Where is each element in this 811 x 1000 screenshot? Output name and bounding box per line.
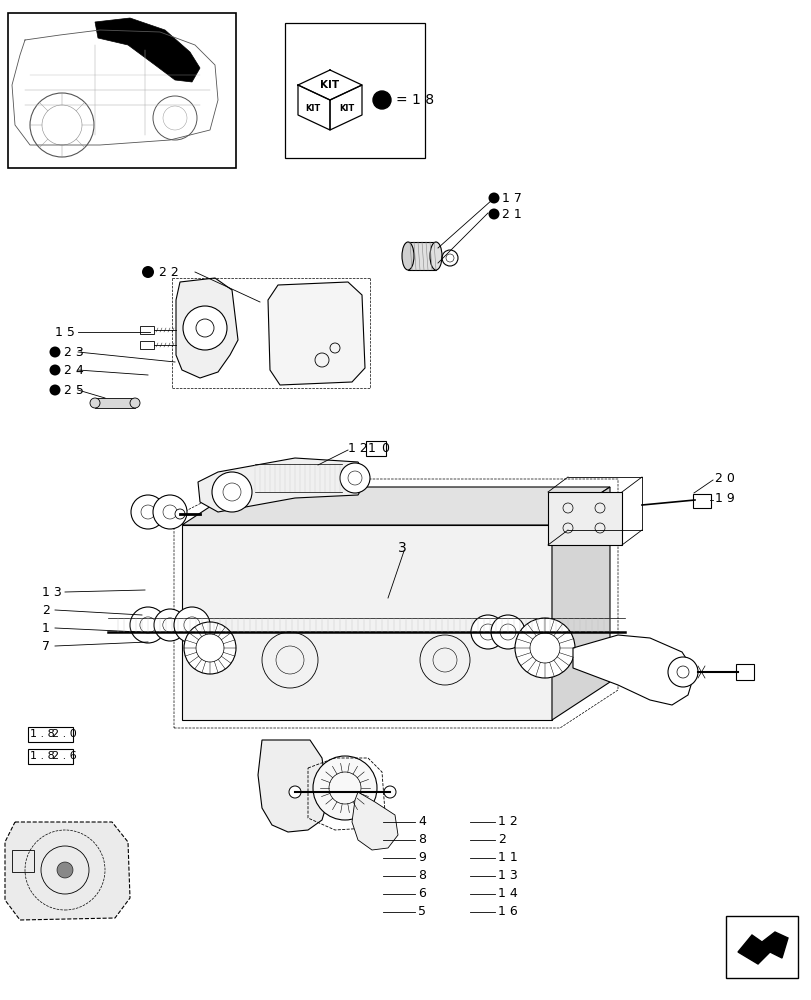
Bar: [95, 398, 135, 408]
Circle shape: [488, 192, 499, 204]
Bar: [12, 850, 34, 872]
Circle shape: [131, 495, 165, 529]
Circle shape: [667, 657, 697, 687]
Bar: [692, 494, 710, 508]
Bar: [366, 441, 385, 456]
Text: 2 4: 2 4: [64, 363, 84, 376]
Circle shape: [372, 91, 391, 109]
Polygon shape: [551, 487, 609, 720]
Circle shape: [57, 862, 73, 878]
Text: 8: 8: [418, 833, 426, 846]
Text: 1 9: 1 9: [714, 491, 734, 504]
Text: 0: 0: [380, 442, 388, 454]
Text: 1 4: 1 4: [497, 888, 517, 900]
Text: 8: 8: [418, 869, 426, 882]
Text: 2 0: 2 0: [714, 472, 734, 485]
Text: 1 3: 1 3: [497, 869, 517, 882]
Polygon shape: [737, 932, 787, 964]
Circle shape: [130, 607, 165, 643]
Circle shape: [212, 472, 251, 512]
Circle shape: [182, 306, 227, 350]
Text: 2 5: 2 5: [64, 383, 84, 396]
Circle shape: [174, 607, 210, 643]
Circle shape: [470, 615, 504, 649]
Polygon shape: [182, 487, 609, 525]
Text: 2 . 6: 2 . 6: [52, 751, 77, 761]
Text: 5: 5: [418, 905, 426, 918]
Bar: [407, 242, 436, 270]
Circle shape: [340, 463, 370, 493]
Text: 1 5: 1 5: [55, 326, 75, 338]
Polygon shape: [198, 458, 367, 512]
Text: KIT: KIT: [339, 104, 354, 113]
Circle shape: [142, 266, 154, 278]
Circle shape: [312, 756, 376, 820]
Circle shape: [488, 209, 499, 220]
Text: 1 6: 1 6: [497, 905, 517, 918]
Text: 6: 6: [418, 888, 425, 900]
Text: 1 . 8: 1 . 8: [30, 751, 54, 761]
Text: = 1 8: = 1 8: [396, 93, 434, 107]
Bar: [285, 23, 424, 158]
Bar: [139, 326, 154, 334]
Polygon shape: [176, 278, 238, 378]
Ellipse shape: [430, 242, 441, 270]
Text: 2: 2: [42, 603, 49, 616]
Text: 7: 7: [42, 640, 50, 652]
Ellipse shape: [175, 509, 185, 519]
Text: 2 1: 2 1: [501, 208, 521, 221]
Text: 2: 2: [497, 833, 505, 846]
Circle shape: [491, 615, 525, 649]
Circle shape: [49, 364, 61, 375]
Bar: [28, 749, 73, 764]
Text: 4: 4: [418, 815, 425, 828]
Bar: [735, 664, 753, 680]
Text: 1 2: 1 2: [497, 815, 517, 828]
Bar: [28, 727, 73, 742]
Polygon shape: [258, 740, 328, 832]
Bar: [139, 341, 154, 349]
Text: 3: 3: [397, 541, 406, 555]
Circle shape: [184, 622, 236, 674]
Bar: [8, 13, 236, 168]
Polygon shape: [351, 792, 397, 850]
Bar: [725, 916, 797, 978]
Text: 1: 1: [367, 442, 375, 454]
Text: 9: 9: [418, 851, 425, 864]
Ellipse shape: [401, 242, 414, 270]
Text: KIT: KIT: [305, 104, 320, 113]
Ellipse shape: [130, 398, 139, 408]
Polygon shape: [5, 822, 130, 920]
Polygon shape: [268, 282, 365, 385]
Text: KIT: KIT: [320, 80, 339, 90]
Circle shape: [154, 609, 186, 641]
Text: 1 2: 1 2: [348, 442, 367, 454]
Text: 1: 1: [42, 621, 49, 634]
Circle shape: [514, 618, 574, 678]
Text: 1 3: 1 3: [42, 585, 62, 598]
Circle shape: [152, 495, 187, 529]
Text: 2 3: 2 3: [64, 346, 84, 359]
Text: 1 . 8: 1 . 8: [30, 729, 54, 739]
Text: 2 . 0: 2 . 0: [52, 729, 77, 739]
Polygon shape: [95, 18, 200, 82]
Polygon shape: [547, 492, 621, 545]
Circle shape: [384, 786, 396, 798]
Polygon shape: [573, 635, 694, 705]
Circle shape: [49, 384, 61, 395]
Circle shape: [49, 347, 61, 358]
Text: 2 2: 2 2: [159, 265, 178, 278]
Text: 1 7: 1 7: [501, 192, 521, 205]
Ellipse shape: [90, 398, 100, 408]
Polygon shape: [182, 525, 551, 720]
Circle shape: [289, 786, 301, 798]
Text: 1 1: 1 1: [497, 851, 517, 864]
